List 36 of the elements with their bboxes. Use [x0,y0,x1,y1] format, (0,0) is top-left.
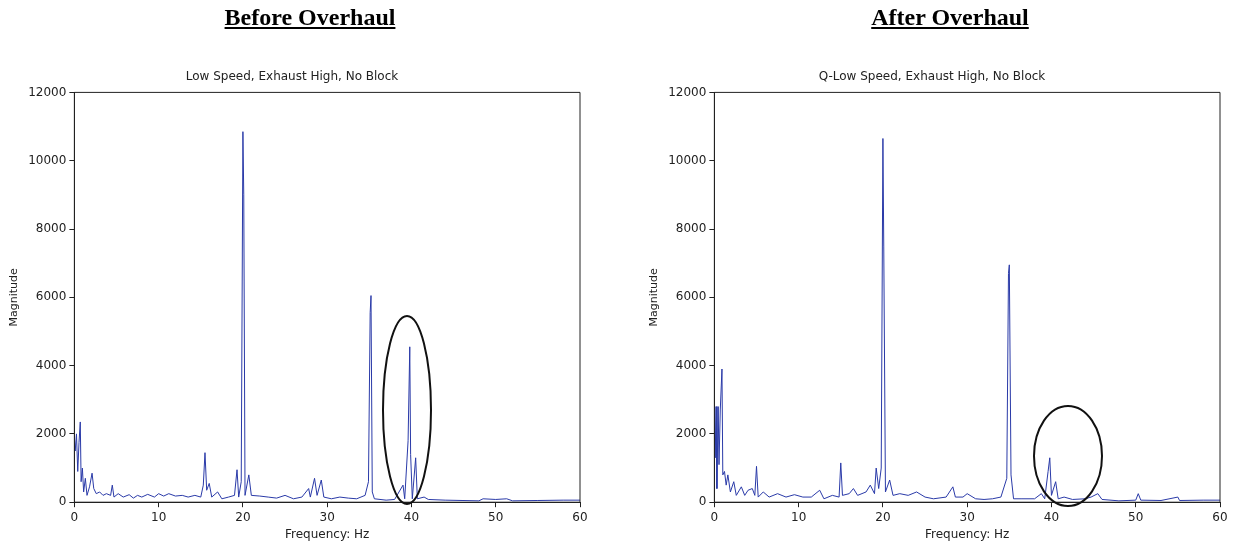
x-tick-label: 0 [710,509,719,524]
chart-title: After Overhaul [870,4,1030,31]
y-tick-label: 4000 [675,357,707,372]
y-tick-label: 0 [698,494,707,509]
y-tick-label: 12000 [28,84,67,99]
y-tick-label: 12000 [668,84,707,99]
x-tick-label: 0 [70,509,79,524]
x-tick-label: 50 [488,509,504,524]
y-tick-label: 2000 [675,426,707,441]
x-axis-title: Frequency: Hz [285,526,370,541]
y-tick-label: 8000 [35,221,67,236]
x-axis-title: Frequency: Hz [925,526,1010,541]
chart-subtitle: Low Speed, Exhaust High, No Block [185,69,399,84]
x-tick-label: 40 [403,509,420,524]
x-tick-label: 20 [875,509,891,524]
x-tick-label: 40 [1043,509,1060,524]
y-tick-label: 8000 [675,221,707,236]
x-tick-label: 10 [151,509,167,524]
x-tick-label: 50 [1128,509,1144,524]
y-tick-label: 0 [58,494,67,509]
x-tick-label: 60 [1212,509,1228,524]
y-tick-label: 4000 [35,357,67,372]
x-tick-label: 30 [959,509,975,524]
y-tick-label: 6000 [675,289,707,304]
x-tick-label: 20 [235,509,251,524]
chart-title: Before Overhaul [223,4,397,31]
y-axis-title: Magnitude [7,267,21,327]
chart-subtitle: Q-Low Speed, Exhaust High, No Block [818,69,1046,84]
y-tick-label: 10000 [28,152,67,167]
x-tick-label: 10 [791,509,807,524]
y-tick-label: 10000 [668,152,707,167]
y-tick-label: 6000 [35,289,67,304]
y-tick-label: 2000 [35,426,67,441]
x-tick-label: 60 [572,509,588,524]
y-axis-title: Magnitude [647,267,661,327]
x-tick-label: 30 [319,509,335,524]
